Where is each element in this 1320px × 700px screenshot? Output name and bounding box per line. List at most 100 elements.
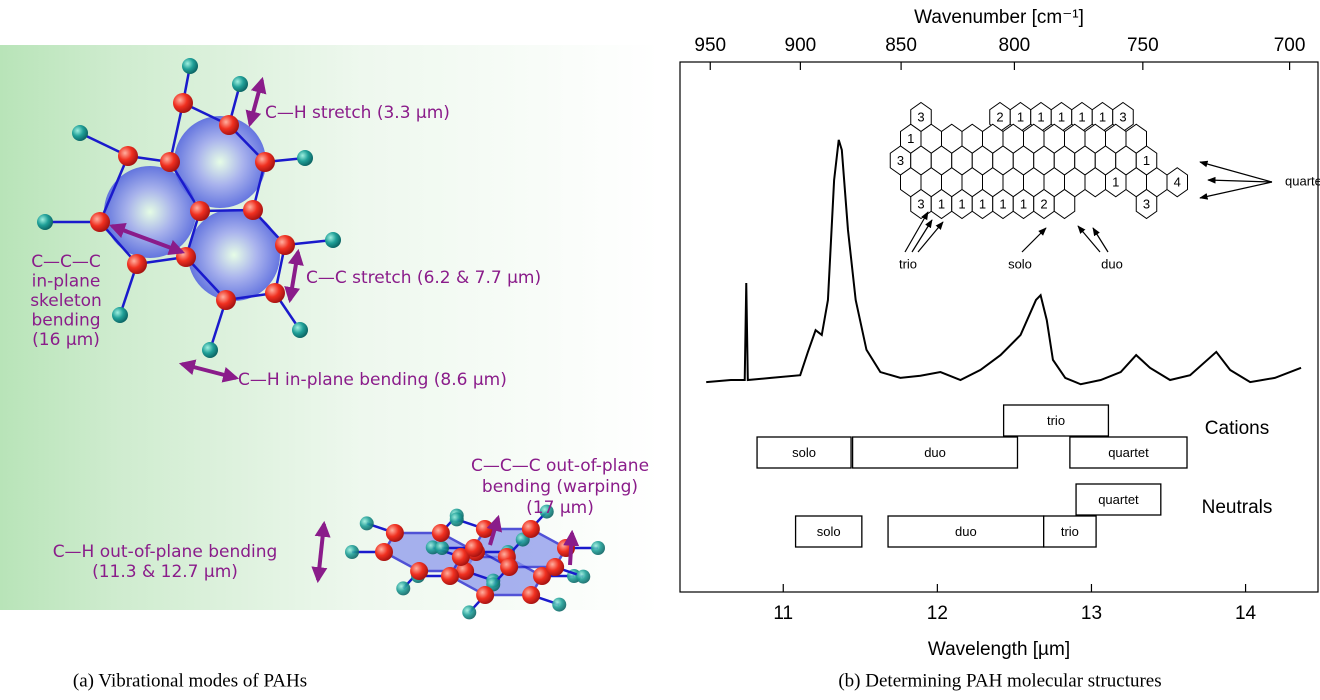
x2-tick-label: 950 (694, 35, 726, 56)
ring-glow (188, 209, 280, 301)
band-label: duo (924, 445, 946, 460)
x-tick-label: 12 (927, 603, 948, 624)
label: C—H stretch (3.3 µm) (265, 103, 450, 123)
hydrogen-atom (72, 125, 88, 141)
inset-hexagon (1166, 167, 1188, 198)
carbon-atom (431, 523, 450, 542)
hydrogen-atom (112, 307, 128, 323)
arrow (178, 359, 240, 383)
inset-arrow (1207, 176, 1273, 184)
hex-label: 3 (1143, 196, 1150, 211)
carbon-atom (441, 567, 459, 585)
carbon-atom (465, 539, 483, 557)
hydrogen-atom (202, 342, 218, 358)
x2-tick-label: 700 (1274, 35, 1306, 56)
hydrogen-atom (232, 76, 248, 92)
band-label: trio (1047, 413, 1065, 428)
x2-tick-label: 850 (885, 35, 917, 56)
label-line: skeleton (30, 291, 102, 311)
label-line: C—C—C out-of-plane (471, 456, 649, 476)
hydrogen-atom (396, 581, 411, 596)
plot-frame (679, 61, 1319, 593)
hex-label: 2 (1040, 196, 1047, 211)
arrow (284, 248, 304, 304)
carbon-atom (216, 290, 236, 310)
inset-arrow (1092, 227, 1109, 253)
arrow (486, 514, 503, 546)
band-box (887, 515, 1045, 548)
hex-label: 1 (907, 131, 914, 146)
inset-hexagon (1053, 188, 1076, 220)
label-line: C—H out-of-plane bending (53, 542, 278, 562)
label-line: bending (31, 311, 100, 331)
label-line: C—C—C (31, 252, 101, 272)
carbon-atom (90, 212, 110, 232)
inset-arrow (1077, 225, 1101, 253)
inset-annotation: duo (1101, 256, 1123, 271)
molecule-bottom (345, 504, 605, 620)
inset-arrow (904, 211, 929, 253)
inset-annotation: trio (899, 256, 917, 271)
x2-tick-label: 800 (999, 35, 1031, 56)
hex-label: 1 (999, 196, 1006, 211)
band-box (1069, 436, 1188, 469)
hydrogen-atom (182, 58, 198, 74)
band-label: duo (955, 524, 977, 539)
bond (98, 155, 130, 223)
hydrogen-atom (37, 214, 53, 230)
x2-axis-title: Wavenumber [cm⁻¹] (914, 7, 1084, 28)
carbon-atom (219, 115, 239, 135)
hydrogen-atom (539, 504, 554, 519)
hydrogen-atom (292, 322, 308, 338)
hex-label: 1 (1143, 153, 1150, 168)
carbon-atom (173, 93, 193, 113)
carbon-atom (546, 558, 565, 577)
caption: (a) Vibrational modes of PAHs (73, 670, 307, 691)
x2-tick-label: 750 (1127, 35, 1159, 56)
band-label: trio (1061, 524, 1079, 539)
arrow (311, 520, 331, 584)
x-tick-label: 13 (1081, 603, 1102, 624)
carbon-atom (275, 235, 295, 255)
inset-arrow (911, 219, 933, 253)
label-line: (17 µm) (526, 498, 594, 518)
hex-label: 4 (1174, 175, 1181, 190)
hex-label: 2 (996, 109, 1003, 124)
carbon-atom (456, 562, 475, 581)
carbon-atom (265, 283, 285, 303)
label-line: in-plane (32, 272, 101, 292)
band-name: Neutrals (1202, 497, 1273, 518)
x-tick-label: 11 (773, 603, 793, 624)
spectrum (706, 139, 1302, 386)
hydrogen-atom (552, 597, 567, 612)
carbon-atom (190, 201, 210, 221)
label: C—H in-plane bending (8.6 µm) (238, 370, 507, 390)
label: C—C stretch (6.2 & 7.7 µm) (306, 268, 541, 288)
arrow (245, 76, 267, 128)
band-label: solo (792, 445, 816, 460)
band-label: solo (817, 524, 841, 539)
carbon-atom (375, 543, 393, 561)
inset-annotation: solo (1008, 256, 1032, 271)
band-box (794, 515, 863, 548)
carbon-atom (385, 523, 404, 542)
carbon-atom (127, 254, 147, 274)
band-box (756, 436, 852, 469)
carbon-atom (500, 558, 519, 577)
caption: (b) Determining PAH molecular structures (838, 670, 1161, 691)
hex-label: 3 (1119, 109, 1126, 124)
carbon-atom (533, 567, 551, 585)
inset-arrow (917, 221, 944, 253)
band-name: Cations (1205, 418, 1269, 439)
hydrogen-atom (359, 516, 374, 531)
hex-label: 3 (897, 153, 904, 168)
carbon-atom (160, 152, 180, 172)
hex-label: 1 (1037, 109, 1044, 124)
hydrogen-atom (576, 569, 591, 584)
carbon-atom (255, 152, 275, 172)
carbon-atom (476, 586, 495, 605)
vibration-arrows (109, 76, 580, 584)
inset-arrow (1199, 181, 1273, 200)
band-label: quartet (1108, 445, 1149, 460)
